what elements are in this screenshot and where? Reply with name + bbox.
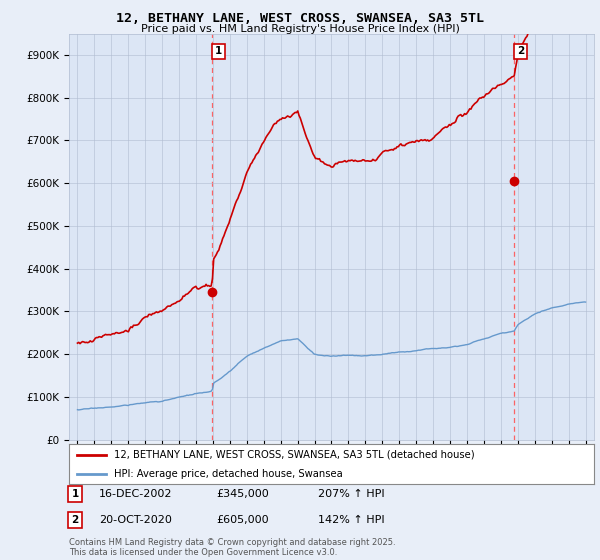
Text: 207% ↑ HPI: 207% ↑ HPI <box>318 489 385 499</box>
Text: 2: 2 <box>71 515 79 525</box>
Text: 12, BETHANY LANE, WEST CROSS, SWANSEA, SA3 5TL (detached house): 12, BETHANY LANE, WEST CROSS, SWANSEA, S… <box>113 450 474 460</box>
Text: Contains HM Land Registry data © Crown copyright and database right 2025.
This d: Contains HM Land Registry data © Crown c… <box>69 538 395 557</box>
Text: £345,000: £345,000 <box>216 489 269 499</box>
Text: 1: 1 <box>215 46 222 57</box>
Text: 16-DEC-2002: 16-DEC-2002 <box>99 489 173 499</box>
Text: £605,000: £605,000 <box>216 515 269 525</box>
Text: 12, BETHANY LANE, WEST CROSS, SWANSEA, SA3 5TL: 12, BETHANY LANE, WEST CROSS, SWANSEA, S… <box>116 12 484 25</box>
Text: 1: 1 <box>71 489 79 499</box>
Text: HPI: Average price, detached house, Swansea: HPI: Average price, detached house, Swan… <box>113 469 343 478</box>
Text: Price paid vs. HM Land Registry's House Price Index (HPI): Price paid vs. HM Land Registry's House … <box>140 24 460 34</box>
Text: 142% ↑ HPI: 142% ↑ HPI <box>318 515 385 525</box>
Text: 20-OCT-2020: 20-OCT-2020 <box>99 515 172 525</box>
Text: 2: 2 <box>517 46 524 57</box>
